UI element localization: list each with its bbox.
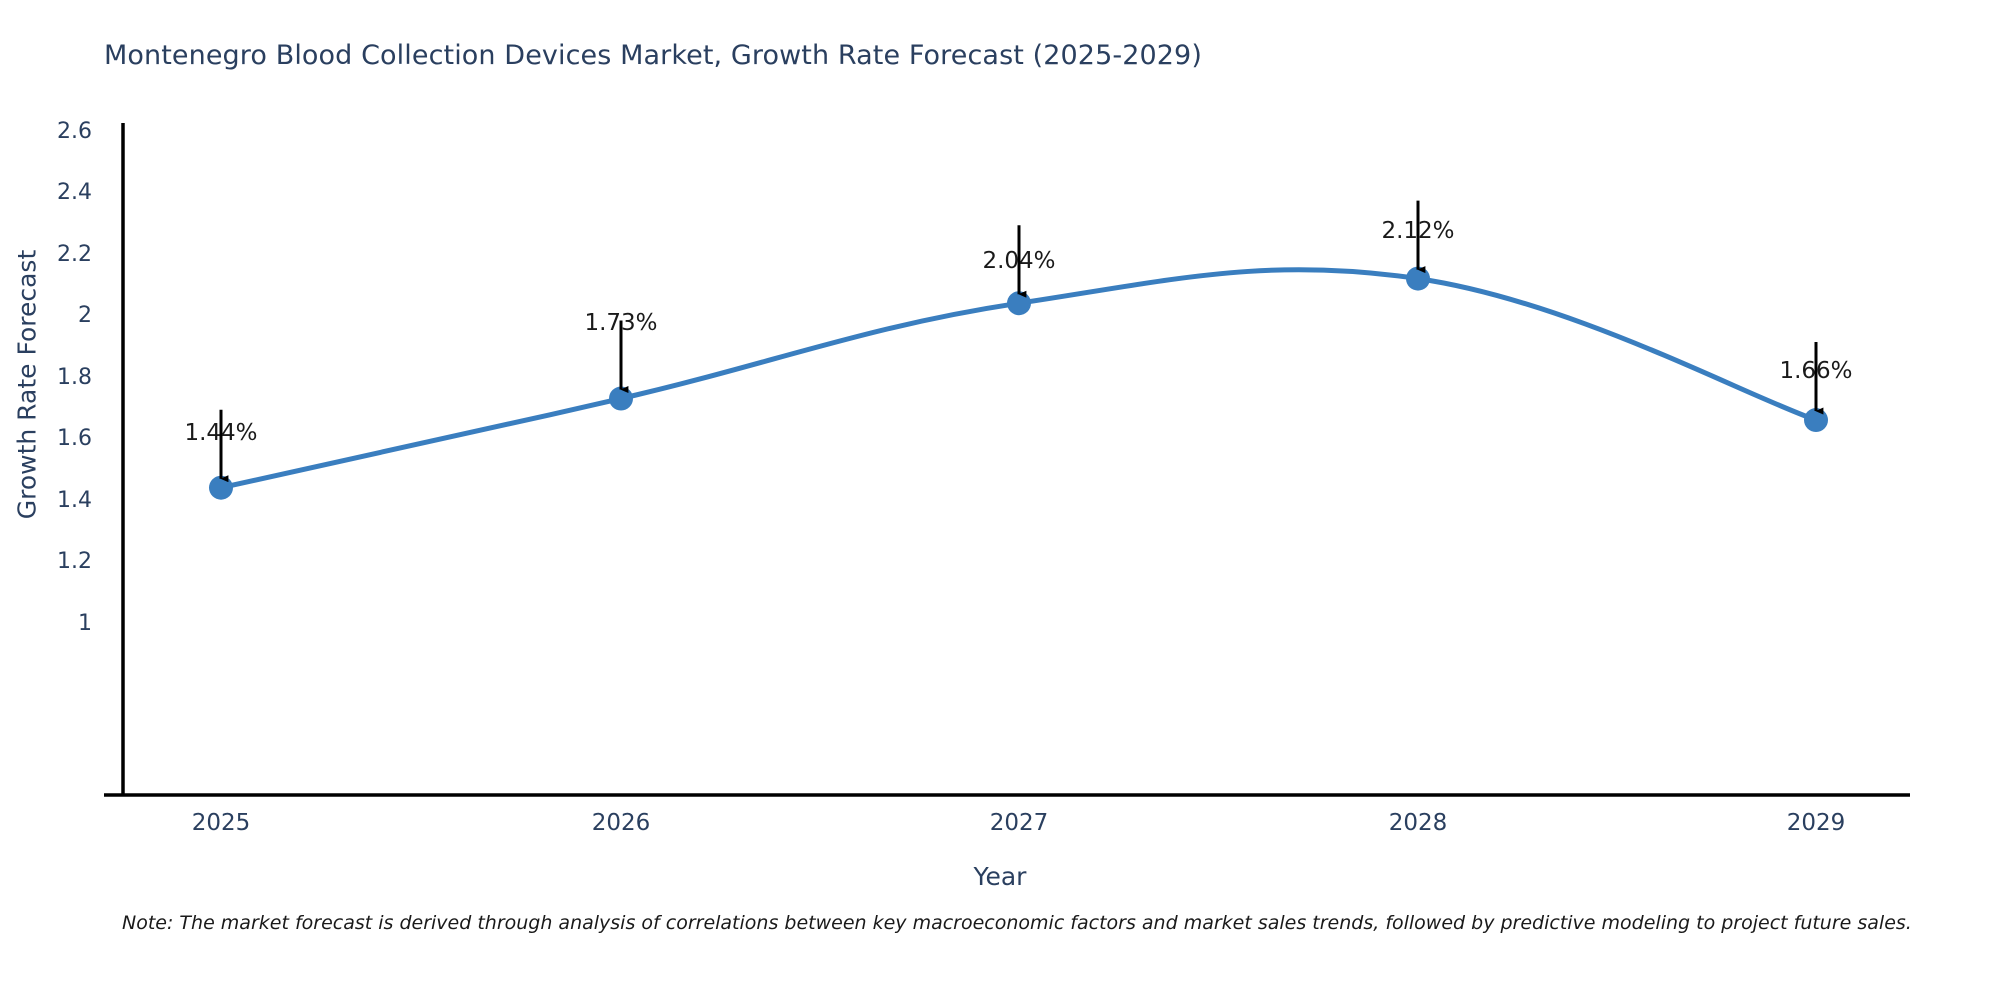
x-tick-label: 2029 bbox=[1787, 810, 1846, 836]
point-label: 2.12% bbox=[1381, 218, 1454, 244]
x-axis-title: Year bbox=[973, 862, 1027, 891]
data-point-marker bbox=[1406, 266, 1430, 291]
x-axis-tick-labels: 2025 2026 2027 2028 2029 bbox=[192, 810, 1846, 836]
y-tick-label: 1.6 bbox=[57, 426, 92, 451]
data-point-marker bbox=[209, 475, 233, 500]
data-point-marker bbox=[1007, 291, 1031, 316]
x-tick-label: 2027 bbox=[990, 810, 1049, 836]
y-tick-label: 2.4 bbox=[57, 180, 92, 205]
point-label: 1.44% bbox=[184, 420, 257, 446]
point-label: 1.66% bbox=[1779, 358, 1852, 384]
x-tick-label: 2028 bbox=[1389, 810, 1448, 836]
y-tick-label: 2.6 bbox=[57, 119, 92, 144]
y-tick-label: 2 bbox=[78, 303, 92, 328]
y-axis-tick-labels: 2.6 2.4 2.2 2 1.8 1.6 1.4 1.2 1 bbox=[57, 119, 92, 636]
series-markers bbox=[209, 266, 1828, 500]
x-tick-label: 2025 bbox=[192, 810, 251, 836]
y-tick-label: 1 bbox=[78, 611, 92, 636]
point-label: 1.73% bbox=[584, 310, 657, 336]
point-value-labels: 1.44% 1.73% 2.04% 2.12% 1.66% bbox=[184, 218, 1852, 446]
chart-footnote: Note: The market forecast is derived thr… bbox=[122, 912, 1912, 934]
data-point-marker bbox=[1804, 408, 1828, 433]
annotation-arrows bbox=[219, 200, 1824, 483]
y-tick-label: 1.4 bbox=[57, 488, 92, 513]
x-tick-label: 2026 bbox=[592, 810, 651, 836]
data-point-marker bbox=[609, 386, 633, 411]
point-label: 2.04% bbox=[982, 248, 1055, 274]
y-tick-label: 1.8 bbox=[57, 365, 92, 390]
y-tick-label: 1.2 bbox=[57, 549, 92, 574]
chart-title: Montenegro Blood Collection Devices Mark… bbox=[104, 40, 1202, 71]
y-tick-label: 2.2 bbox=[57, 242, 92, 267]
